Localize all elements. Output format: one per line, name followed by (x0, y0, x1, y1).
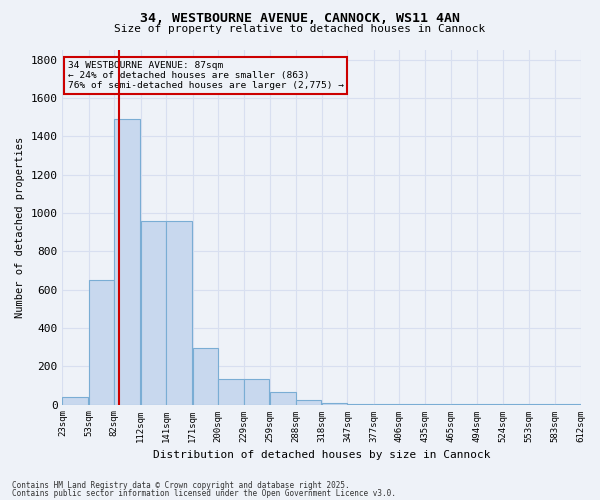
Text: Size of property relative to detached houses in Cannock: Size of property relative to detached ho… (115, 24, 485, 34)
Bar (166, 220, 192, 404)
Bar (244, 378, 269, 404)
Bar (218, 378, 244, 404)
X-axis label: Distribution of detached houses by size in Cannock: Distribution of detached houses by size … (153, 450, 490, 460)
Bar (115, 119, 140, 405)
Bar (270, 392, 296, 404)
Bar (89, 280, 115, 404)
Text: 34, WESTBOURNE AVENUE, CANNOCK, WS11 4AN: 34, WESTBOURNE AVENUE, CANNOCK, WS11 4AN (140, 12, 460, 26)
Bar (141, 220, 166, 404)
Text: 34 WESTBOURNE AVENUE: 87sqm
← 24% of detached houses are smaller (863)
76% of se: 34 WESTBOURNE AVENUE: 87sqm ← 24% of det… (68, 60, 344, 90)
Text: Contains HM Land Registry data © Crown copyright and database right 2025.: Contains HM Land Registry data © Crown c… (12, 481, 350, 490)
Bar (62, 397, 88, 404)
Y-axis label: Number of detached properties: Number of detached properties (15, 136, 25, 318)
Bar (322, 402, 347, 404)
Text: Contains public sector information licensed under the Open Government Licence v3: Contains public sector information licen… (12, 489, 396, 498)
Bar (296, 400, 321, 404)
Bar (193, 348, 218, 405)
